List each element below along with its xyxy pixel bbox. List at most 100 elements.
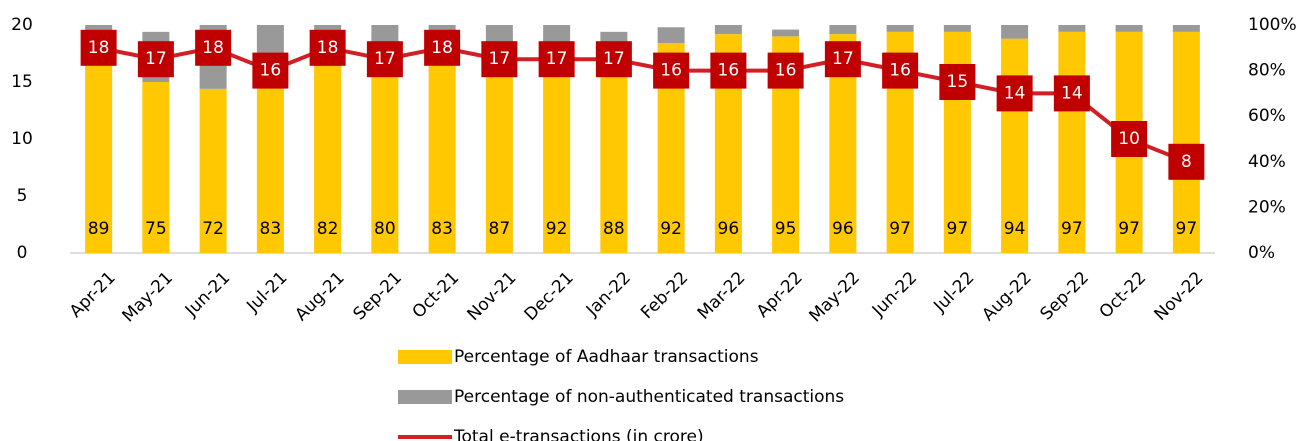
y-tick-label: 0 (17, 243, 28, 263)
bar-value-label: 96 (832, 219, 854, 239)
line-marker (1111, 121, 1148, 157)
line-marker (653, 52, 690, 89)
x-tick-label: Aug-21 (291, 268, 348, 325)
line-marker (309, 29, 346, 66)
y-tick-label: 10 (11, 129, 33, 149)
x-tick-label: Nov-22 (1151, 268, 1208, 325)
line-marker (481, 41, 518, 78)
bar (543, 43, 571, 253)
bar-value-label: 97 (947, 219, 969, 239)
x-tick-label: Oct-21 (409, 268, 464, 323)
x-tick-label: Apr-21 (66, 268, 120, 322)
bar (1115, 25, 1143, 32)
legend-swatch (398, 350, 452, 364)
bar-value-label: 95 (775, 219, 797, 239)
line-marker (767, 52, 804, 89)
line-value-label: 10 (1118, 129, 1140, 149)
bar-value-label: 83 (431, 219, 453, 239)
bar (428, 63, 456, 254)
x-tick-label: Aug-22 (978, 268, 1035, 325)
x-tick-label: Jul-22 (929, 268, 978, 317)
bar-value-label: 97 (889, 219, 911, 239)
bar (485, 54, 513, 253)
line-marker (252, 52, 289, 89)
bar-value-label: 97 (1118, 219, 1140, 239)
bar-value-label: 94 (1004, 219, 1026, 239)
x-tick-label: Jan-22 (582, 268, 635, 321)
x-tick-label: Apr-22 (753, 268, 807, 322)
bar (600, 52, 628, 253)
bar (657, 27, 685, 44)
line-value-label: 16 (260, 61, 282, 81)
line-value-label: 17 (832, 49, 854, 69)
x-tick-label: Nov-21 (464, 268, 521, 325)
line-marker (595, 41, 632, 78)
bar-value-label: 82 (317, 219, 339, 239)
line-marker (824, 41, 861, 78)
bar (886, 25, 914, 32)
y-tick-label: 20 (11, 15, 33, 35)
bar-value-label: 89 (88, 219, 110, 239)
y2-tick-label: 20% (1248, 197, 1286, 217)
line-value-label: 8 (1181, 152, 1192, 172)
bar-value-label: 96 (718, 219, 740, 239)
bar (1058, 25, 1086, 32)
x-tick-label: May-21 (119, 268, 177, 326)
y-tick-label: 5 (17, 186, 28, 206)
bar (1001, 38, 1029, 254)
bar (142, 82, 170, 253)
x-tick-label: Dec-21 (521, 268, 578, 325)
x-tick-label: Sep-21 (350, 268, 406, 324)
bar-value-label: 88 (603, 219, 625, 239)
line-marker (939, 64, 976, 100)
x-tick-label: May-22 (806, 268, 864, 326)
line-marker (424, 29, 461, 66)
bar (714, 25, 742, 35)
line-value-label: 16 (660, 61, 682, 81)
y2-tick-label: 60% (1248, 106, 1286, 126)
line-value-label: 14 (1004, 83, 1026, 103)
line-marker (80, 29, 117, 66)
bar (256, 63, 284, 254)
line-value-label: 18 (88, 38, 110, 58)
line-marker (1168, 143, 1205, 180)
bar-value-label: 83 (260, 219, 282, 239)
line-value-label: 17 (374, 49, 396, 69)
bar (829, 25, 857, 35)
bar (1001, 25, 1029, 39)
x-tick-label: Mar-22 (694, 268, 750, 324)
bar (199, 88, 227, 253)
x-tick-label: Feb-22 (637, 268, 692, 323)
bar-value-label: 97 (1176, 219, 1198, 239)
line-marker (137, 41, 174, 78)
line-value-label: 16 (889, 61, 911, 81)
bar (1172, 25, 1200, 32)
bar (85, 50, 113, 253)
bar-value-label: 72 (202, 219, 224, 239)
line-marker (538, 41, 575, 78)
x-tick-label: Jun-22 (868, 268, 921, 321)
bar (1058, 31, 1086, 254)
x-tick-label: Sep-22 (1037, 268, 1093, 324)
bar-value-label: 75 (145, 219, 167, 239)
line-marker (882, 52, 919, 89)
y2-tick-label: 0% (1248, 243, 1275, 263)
line-value-label: 18 (431, 38, 453, 58)
y2-tick-label: 80% (1248, 61, 1286, 81)
bar-value-label: 97 (1061, 219, 1083, 239)
bar (772, 29, 800, 37)
bar-value-label: 92 (660, 219, 682, 239)
bar-value-label: 87 (489, 219, 511, 239)
line-value-label: 17 (603, 49, 625, 69)
bar (943, 25, 971, 32)
line-value-label: 16 (718, 61, 740, 81)
line-marker (366, 41, 403, 78)
line-value-label: 16 (775, 61, 797, 81)
line-value-label: 18 (317, 38, 339, 58)
line-marker (195, 29, 232, 66)
bar-value-label: 92 (546, 219, 568, 239)
legend-swatch (398, 390, 452, 404)
bar (314, 66, 342, 253)
x-tick-label: Jul-21 (242, 268, 291, 317)
